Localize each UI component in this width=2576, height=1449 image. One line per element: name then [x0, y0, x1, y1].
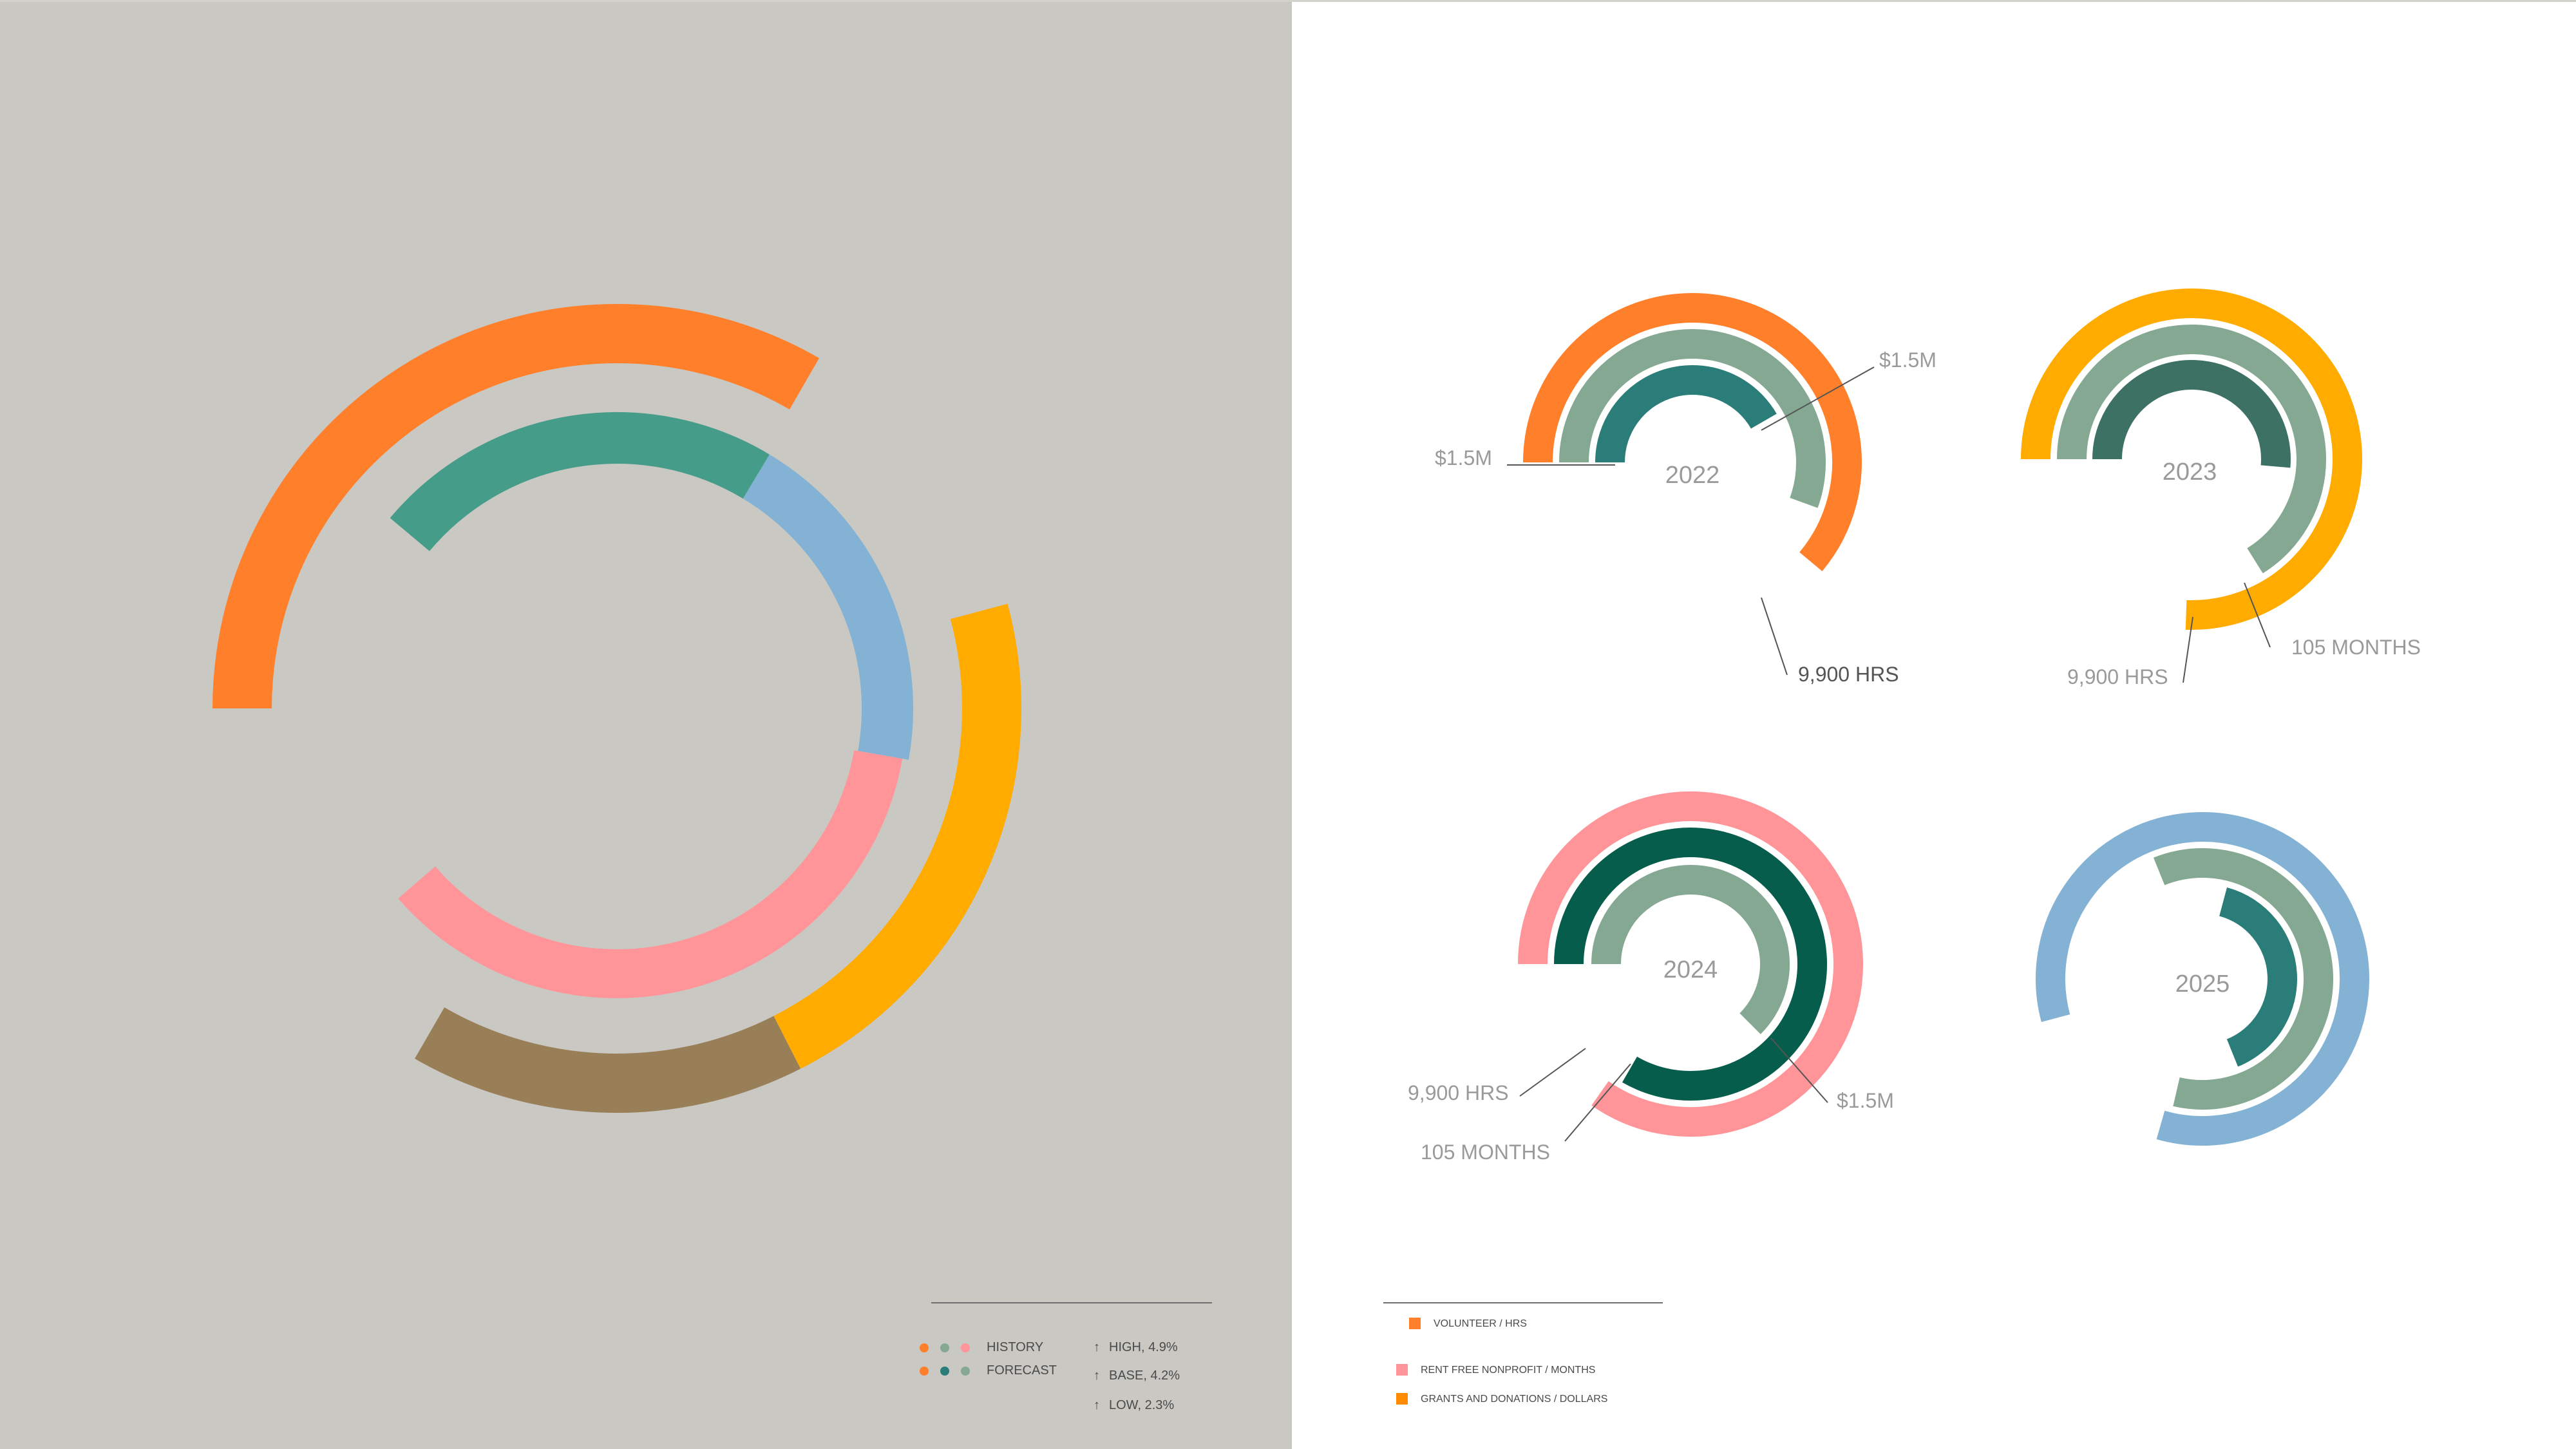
arc-series-2	[2153, 848, 2333, 1110]
legend-base: BASE, 4.2%	[1109, 1368, 1180, 1383]
history-dot-3	[961, 1343, 970, 1352]
legend-swatch-grants	[1396, 1393, 1408, 1405]
forecast-dot-3	[961, 1367, 970, 1376]
arc-series-3	[1591, 865, 1790, 1034]
history-dot-2	[940, 1343, 949, 1352]
arc-series-1	[2021, 289, 2362, 630]
arc-series-3	[2219, 887, 2297, 1067]
arc-series-2	[773, 603, 1021, 1069]
arc-series-2	[1559, 329, 1826, 508]
radial-chart-2024: 2024	[1518, 791, 1863, 1137]
left-legend-rule	[931, 1302, 1212, 1303]
annotation-leader-line	[1564, 1063, 1631, 1142]
radial-chart-2022: 2022	[1523, 293, 1862, 572]
chart-title-2022: 2022	[1665, 462, 1720, 489]
legend-low: LOW, 2.3%	[1109, 1398, 1175, 1412]
arc-series-4	[390, 412, 770, 551]
chart-title-2024: 2024	[1663, 956, 1718, 983]
annotation-label: $1.5M	[1837, 1089, 1894, 1112]
arc-series-1	[213, 304, 819, 709]
annotation-label: 105 MONTHS	[2291, 636, 2421, 659]
annotation-leader-line	[1770, 1037, 1828, 1103]
history-dot-1	[920, 1343, 929, 1352]
arc-series-3	[2092, 359, 2291, 468]
arrow-up-icon: ↑	[1094, 1368, 1100, 1383]
arc-series-2	[2057, 325, 2326, 574]
annotation-leader-line	[1761, 597, 1788, 676]
legend-high: HIGH, 4.9%	[1109, 1340, 1178, 1354]
legend-grants: GRANTS AND DONATIONS / DOLLARS	[1421, 1394, 1608, 1405]
arrow-up-icon: ↑	[1094, 1340, 1100, 1354]
arc-series-3	[1595, 365, 1777, 463]
annotation-label: 105 MONTHS	[1421, 1141, 1550, 1164]
right-legend-rule	[1383, 1302, 1663, 1303]
main-radial-chart	[213, 304, 1021, 1113]
forecast-dot-1	[920, 1367, 929, 1376]
arc-series-1	[1518, 791, 1863, 1137]
arc-series-6	[398, 750, 903, 998]
forecast-dot-2	[940, 1367, 949, 1376]
annotation-label: $1.5M	[1879, 348, 1937, 372]
annotation-leader-line	[1761, 366, 1875, 431]
annotation-label: 9,900 HRS	[2067, 665, 2168, 688]
chart-title-2023: 2023	[2163, 459, 2217, 486]
arc-series-3	[415, 1007, 801, 1113]
arc-series-5	[743, 454, 913, 760]
arc-series-2	[1554, 828, 1827, 1101]
legend-swatch-rent	[1396, 1364, 1408, 1376]
left-panel	[0, 0, 1292, 1449]
radial-chart-2025: 2025	[2036, 812, 2369, 1146]
chart-title-2025: 2025	[2175, 971, 2230, 998]
legend-forecast-label: FORECAST	[987, 1363, 1057, 1378]
annotation-label: 9,900 HRS	[1408, 1081, 1509, 1104]
legend-history-label: HISTORY	[987, 1340, 1044, 1354]
arc-series-1	[1523, 293, 1862, 572]
annotation-leader-line	[2183, 616, 2193, 683]
arrow-up-icon: ↑	[1094, 1398, 1100, 1412]
legend-swatch-volunteer	[1409, 1318, 1421, 1329]
arc-series-1	[2036, 812, 2369, 1146]
radial-chart-2023: 2023	[2021, 289, 2362, 630]
annotation-leader-line	[2244, 582, 2271, 648]
annotation-label: $1.5M	[1435, 446, 1492, 469]
legend-rent: RENT FREE NONPROFIT / MONTHS	[1421, 1365, 1596, 1376]
top-border	[0, 0, 2576, 2]
annotation-leader-line	[1519, 1048, 1586, 1097]
right-panel	[1292, 0, 2576, 1449]
annotation-label: 9,900 HRS	[1798, 663, 1899, 686]
legend-volunteer: VOLUNTEER / HRS	[1434, 1318, 1527, 1329]
